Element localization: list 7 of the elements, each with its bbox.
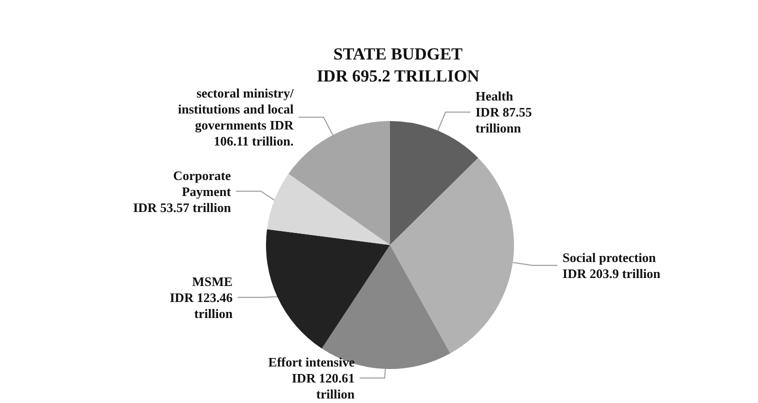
slice-label: Corporate Payment IDR 53.57 trillion — [133, 168, 232, 215]
chart-title: STATE BUDGET IDR 695.2 TRILLION — [316, 44, 480, 86]
slice-label: Social protection IDR 203.9 trillion — [562, 250, 662, 281]
slice-label: sectoral ministry/ institutions and local governments IDR 106.11 trillion. — [178, 86, 294, 149]
slice-label: MSME IDR 123.46 trillion — [170, 274, 234, 321]
slice-label: Effort intensive IDR 120.61 trillion — [268, 354, 356, 402]
slice-label: Health IDR 87.55 trillionn — [475, 88, 532, 136]
